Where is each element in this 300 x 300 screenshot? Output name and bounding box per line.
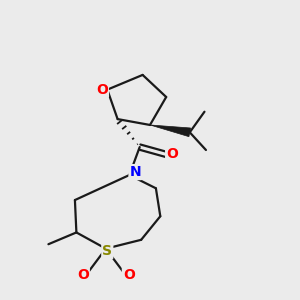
Text: O: O: [123, 268, 135, 281]
Text: O: O: [77, 268, 89, 281]
Polygon shape: [150, 125, 190, 137]
Text: S: S: [102, 244, 112, 258]
Text: O: O: [96, 82, 108, 97]
Text: O: O: [166, 147, 178, 161]
Text: N: N: [130, 165, 141, 179]
